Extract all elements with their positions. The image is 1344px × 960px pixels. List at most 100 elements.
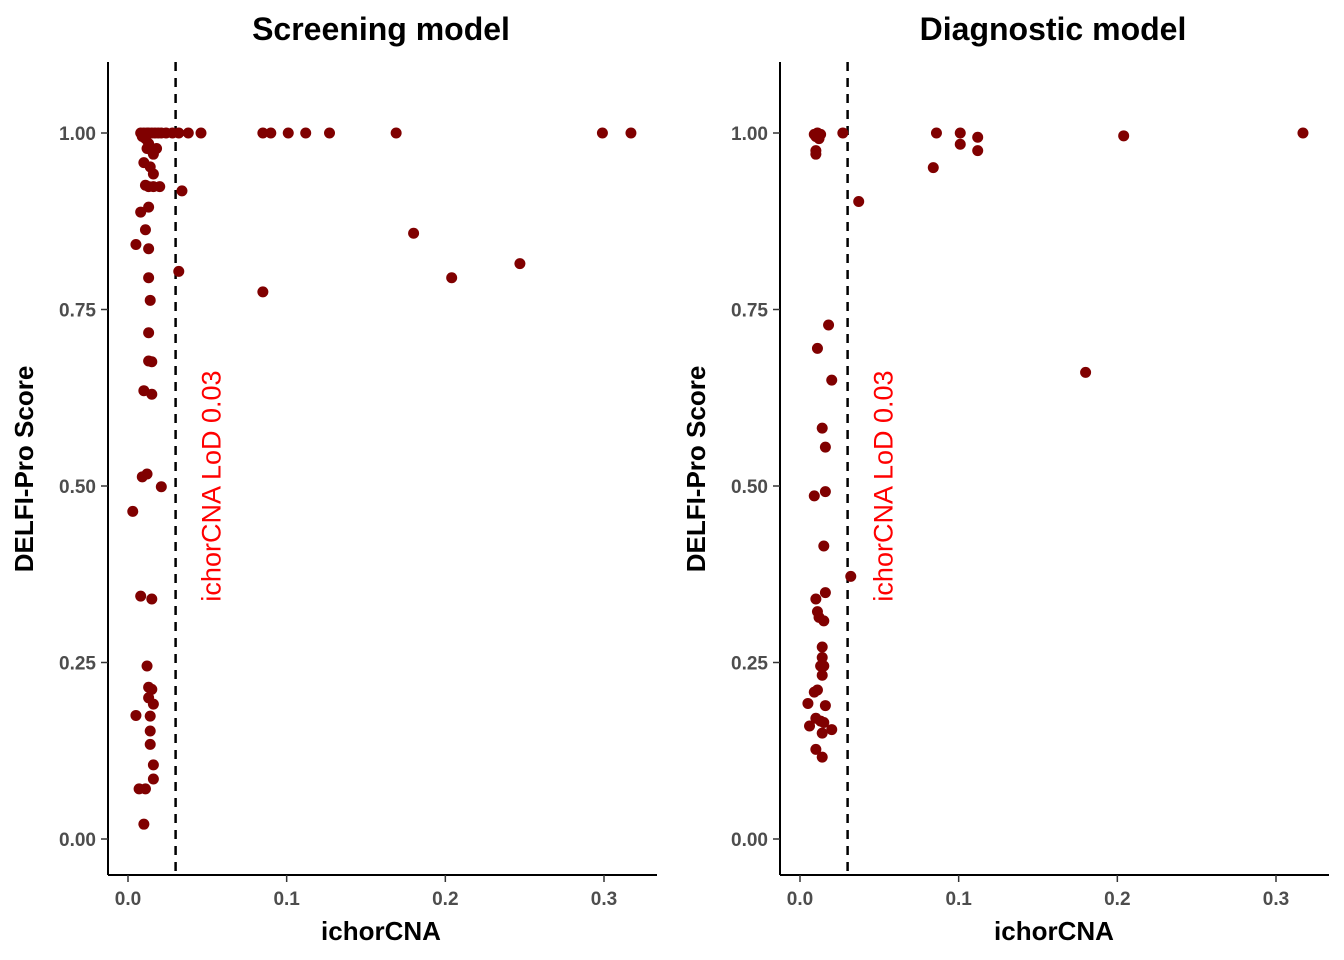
panel-screening: Screening model DELFI-Pro Score ichorCNA… (9, 11, 657, 946)
data-point (819, 700, 831, 712)
data-point (324, 127, 336, 139)
x-tick-label: 0.0 (115, 889, 141, 910)
data-point (147, 773, 159, 785)
data-point (954, 138, 966, 150)
data-point (173, 127, 185, 139)
lod-annotation: ichorCNA LoD 0.03 (196, 370, 226, 601)
data-point (845, 570, 857, 582)
data-point (195, 127, 207, 139)
lod-annotation: ichorCNA LoD 0.03 (868, 370, 898, 601)
data-point (300, 127, 312, 139)
y-tick-label: 0.25 (731, 654, 768, 675)
plot-area-diagnostic: 0.00 0.25 0.50 0.75 1.00 0.0 0.1 0.2 0.3 ichorCNA… (731, 62, 1329, 910)
x-axis-title-diagnostic: ichorCNA (994, 916, 1114, 946)
data-point (813, 133, 825, 145)
x-tick-label: 0.2 (1104, 889, 1130, 910)
y-tick-label: 1.00 (59, 124, 96, 145)
data-point (826, 724, 838, 736)
y-tick-label: 0.50 (731, 477, 768, 498)
x-tick-label: 0.0 (787, 889, 813, 910)
data-point (143, 272, 155, 284)
data-point (1080, 366, 1092, 378)
data-point (816, 751, 828, 763)
data-point (927, 162, 939, 174)
data-point (816, 669, 828, 681)
data-point (144, 738, 156, 750)
data-point (282, 127, 294, 139)
data-point (625, 127, 637, 139)
data-point (930, 127, 942, 139)
data-point (972, 145, 984, 157)
data-point (853, 195, 865, 207)
y-axis-title-screening: DELFI-Pro Score (9, 366, 39, 573)
panel-title-diagnostic: Diagnostic model (920, 11, 1187, 47)
data-point (1297, 127, 1309, 139)
data-point (1118, 130, 1130, 142)
y-tick-label: 0.00 (731, 830, 768, 851)
panel-diagnostic: Diagnostic model DELFI-Pro Score ichorCN… (681, 11, 1329, 946)
y-tick-label: 1.00 (731, 124, 768, 145)
data-point (147, 759, 159, 771)
data-point (257, 127, 269, 139)
data-point (143, 327, 155, 339)
y-tick-label: 0.75 (731, 301, 768, 322)
data-point (130, 709, 142, 721)
data-point (823, 319, 835, 331)
data-point (826, 374, 838, 386)
data-point (176, 185, 188, 197)
data-point (819, 587, 831, 599)
data-point (143, 681, 155, 693)
panel-title-screening: Screening model (252, 11, 510, 47)
data-point (141, 468, 153, 480)
data-point (139, 783, 151, 795)
data-point (816, 652, 828, 664)
data-point (147, 168, 159, 180)
data-point (139, 224, 151, 236)
x-tick-label: 0.2 (432, 889, 458, 910)
data-point (811, 342, 823, 354)
data-point (173, 265, 185, 277)
data-point (446, 272, 458, 284)
data-point (808, 686, 820, 698)
data-point (972, 131, 984, 143)
data-point (816, 422, 828, 434)
data-point (819, 441, 831, 453)
data-point (135, 206, 147, 218)
data-point (144, 710, 156, 722)
data-point (816, 727, 828, 739)
y-tick-label: 0.25 (59, 654, 96, 675)
data-point (837, 127, 849, 139)
data-point (802, 697, 814, 709)
data-point (954, 127, 966, 139)
data-point (127, 505, 139, 517)
data-point (154, 181, 166, 193)
y-tick-label: 0.75 (59, 301, 96, 322)
data-point (257, 286, 269, 298)
data-point (143, 201, 155, 213)
data-point (390, 127, 402, 139)
data-point (130, 239, 142, 251)
y-tick-label: 0.00 (59, 830, 96, 851)
data-point (144, 725, 156, 737)
y-tick-label: 0.50 (59, 477, 96, 498)
data-point (514, 258, 526, 270)
data-point (147, 148, 159, 160)
data-point (147, 698, 159, 710)
data-point (596, 127, 608, 139)
data-point (146, 356, 158, 368)
x-tick-label: 0.1 (273, 889, 300, 910)
plot-area-screening: 0.00 0.25 0.50 0.75 1.00 0.0 0.1 0.2 0.3 ichorCNA… (59, 62, 657, 910)
data-point (818, 615, 830, 627)
y-axis-title-diagnostic: DELFI-Pro Score (681, 366, 711, 573)
data-point (818, 540, 830, 552)
data-point (155, 481, 167, 493)
data-point (141, 660, 153, 672)
data-point (810, 593, 822, 605)
data-point (265, 127, 277, 139)
x-tick-label: 0.1 (945, 889, 972, 910)
data-point (143, 243, 155, 255)
data-point (408, 227, 420, 239)
data-point (135, 590, 147, 602)
data-point (146, 388, 158, 400)
